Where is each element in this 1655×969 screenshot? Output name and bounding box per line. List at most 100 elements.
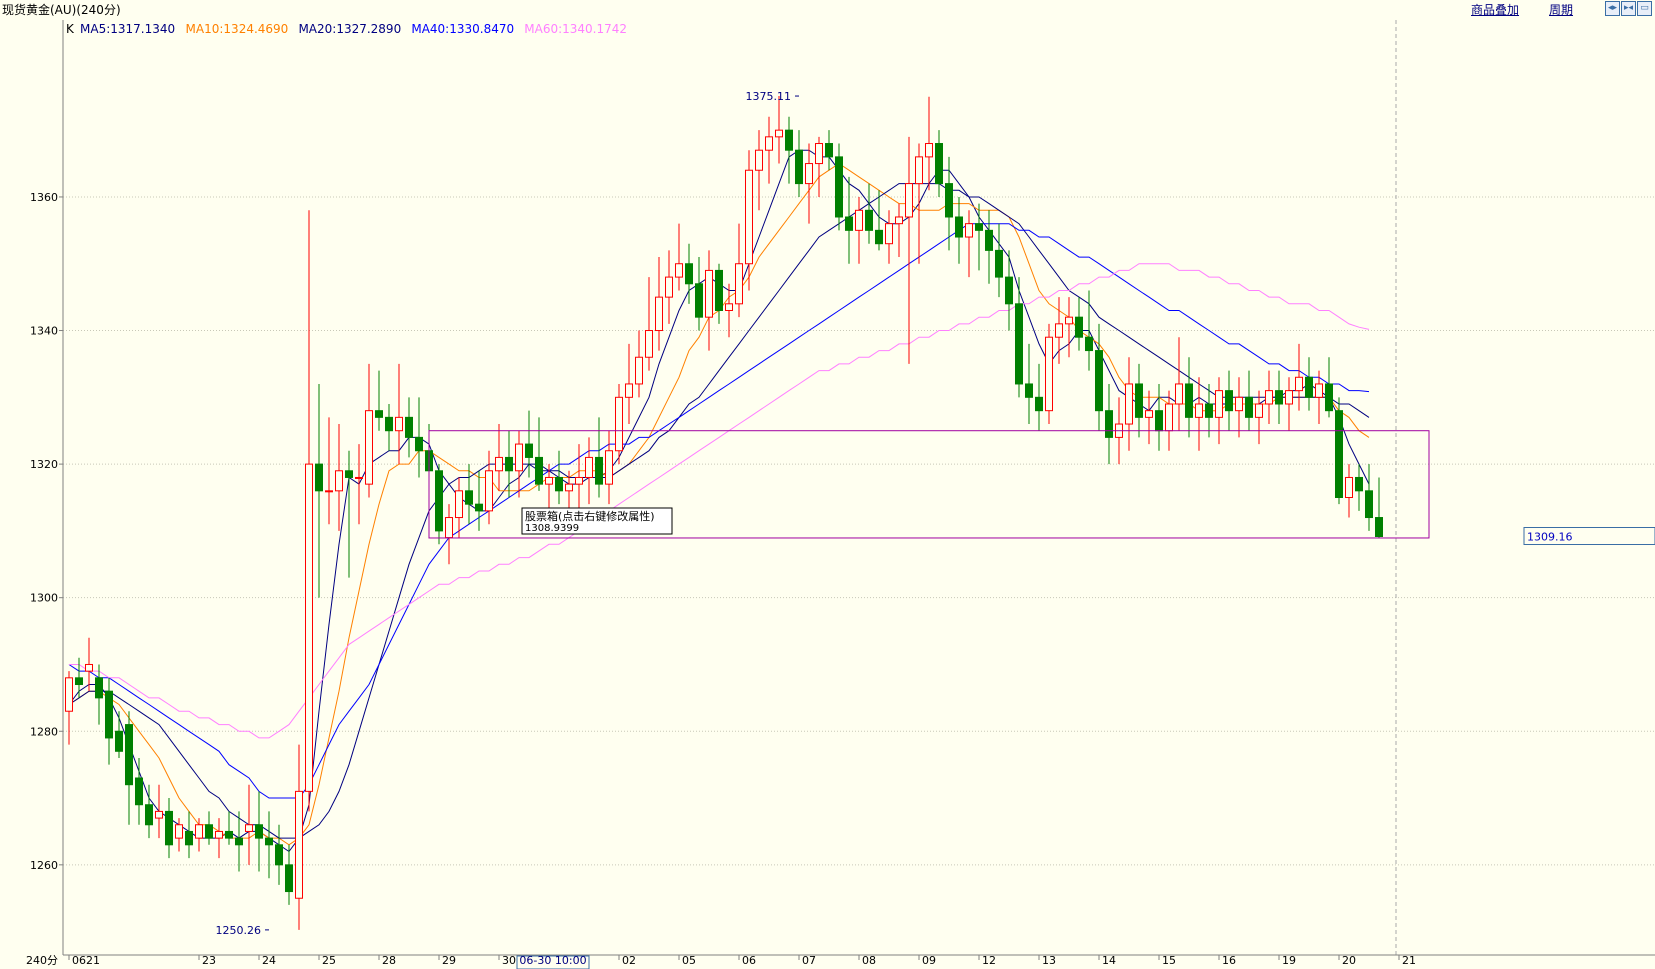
candle bbox=[1015, 277, 1023, 398]
candle bbox=[375, 370, 383, 431]
candle-body bbox=[445, 517, 453, 539]
restore-icon[interactable]: ▭ bbox=[1637, 1, 1652, 16]
candle-body bbox=[245, 824, 253, 832]
candle bbox=[1075, 297, 1083, 351]
candle bbox=[205, 811, 213, 845]
candle bbox=[1195, 377, 1203, 451]
candle bbox=[75, 657, 83, 698]
candle-body bbox=[915, 156, 923, 185]
y-tick-label: 1280 bbox=[30, 725, 58, 738]
overlay-link[interactable]: 商品叠加 bbox=[1471, 3, 1520, 17]
x-tick-label: 28 bbox=[382, 954, 396, 967]
next-icon[interactable]: ▸◂ bbox=[1621, 1, 1636, 16]
candle bbox=[1255, 390, 1263, 445]
candle-body bbox=[1205, 403, 1213, 418]
candle bbox=[815, 136, 823, 197]
candle bbox=[1295, 343, 1303, 411]
candle-body bbox=[905, 183, 913, 218]
candle-body bbox=[1175, 383, 1183, 405]
ma-line-ma40 bbox=[68, 223, 1370, 799]
candle bbox=[835, 143, 843, 231]
candle-body bbox=[145, 804, 153, 826]
candle bbox=[485, 450, 493, 525]
stock-box[interactable] bbox=[428, 430, 1430, 539]
candle bbox=[865, 183, 873, 244]
candle-body bbox=[965, 223, 973, 238]
candle-body bbox=[275, 844, 283, 866]
indicator-value: MA40:1330.8470 bbox=[411, 22, 514, 36]
extreme-label: 1375.11 bbox=[746, 90, 792, 103]
candle bbox=[535, 417, 543, 491]
candle bbox=[605, 430, 613, 505]
candle bbox=[1175, 337, 1183, 431]
candle-body bbox=[945, 183, 953, 218]
x-tick-label: 06 bbox=[742, 954, 756, 967]
candle-body bbox=[65, 677, 73, 712]
candle-body bbox=[185, 830, 193, 846]
chart-title: 现货黄金(AU)(240分) bbox=[2, 3, 121, 17]
candle bbox=[825, 130, 833, 171]
overlays: 股票箱(点击右键修改属性)1308.9399 1375.11 1250.26 1309… bbox=[216, 90, 1655, 937]
indicator-prefix: K bbox=[66, 22, 75, 36]
candle-body bbox=[1125, 383, 1133, 425]
candle-body bbox=[955, 216, 963, 238]
period-link[interactable]: 周期 bbox=[1549, 3, 1574, 17]
candle-body bbox=[355, 476, 363, 479]
candle-body bbox=[695, 283, 703, 318]
candle-body bbox=[885, 223, 893, 245]
candle-body bbox=[835, 156, 843, 218]
candle-body bbox=[755, 149, 763, 171]
candle-body bbox=[875, 229, 883, 245]
candle-body bbox=[325, 490, 333, 493]
candle bbox=[1215, 377, 1223, 445]
candle bbox=[1005, 250, 1013, 331]
x-tick-label: 29 bbox=[442, 954, 456, 967]
candle-body bbox=[925, 143, 933, 158]
candle bbox=[675, 223, 683, 291]
candle bbox=[285, 844, 293, 905]
candle-body bbox=[845, 216, 853, 231]
candle bbox=[1125, 357, 1133, 451]
candle-body bbox=[1145, 410, 1153, 418]
x-tick-label: 23 bbox=[202, 954, 216, 967]
candle bbox=[395, 363, 403, 465]
candle-body bbox=[1045, 336, 1053, 412]
extreme-label: 1250.26 bbox=[216, 924, 262, 937]
candle-body bbox=[415, 436, 423, 452]
candle-body bbox=[1265, 390, 1273, 405]
candle-body bbox=[975, 223, 983, 231]
prev-icon[interactable]: ◂▸ bbox=[1605, 1, 1620, 16]
grid-lines bbox=[63, 20, 1655, 955]
candle-body bbox=[465, 490, 473, 505]
candle bbox=[1205, 383, 1213, 438]
candle bbox=[1335, 397, 1343, 505]
candle bbox=[1245, 370, 1253, 431]
candle bbox=[195, 818, 203, 852]
candle bbox=[225, 811, 233, 845]
candle-body bbox=[765, 136, 773, 151]
candle bbox=[245, 784, 253, 865]
price-tag-label: 1309.16 bbox=[1527, 531, 1573, 544]
candle-body bbox=[785, 129, 793, 151]
candle-body bbox=[1375, 517, 1383, 538]
candle bbox=[905, 136, 913, 364]
candle bbox=[455, 477, 463, 538]
candle bbox=[645, 277, 653, 371]
candle bbox=[175, 818, 183, 852]
candle-body bbox=[1195, 403, 1203, 418]
candle bbox=[1055, 297, 1063, 364]
candle-body bbox=[155, 810, 163, 819]
x-tick-label: 20 bbox=[1342, 954, 1356, 967]
candle bbox=[105, 677, 113, 765]
candle bbox=[65, 671, 73, 745]
candle-body bbox=[265, 837, 273, 846]
y-tick-label: 1300 bbox=[30, 592, 58, 605]
cursor-time-box bbox=[516, 955, 590, 969]
candle-body bbox=[1185, 383, 1193, 418]
candle-body bbox=[1365, 490, 1373, 519]
candle bbox=[235, 811, 243, 872]
candle bbox=[615, 383, 623, 465]
candle-body bbox=[985, 229, 993, 251]
